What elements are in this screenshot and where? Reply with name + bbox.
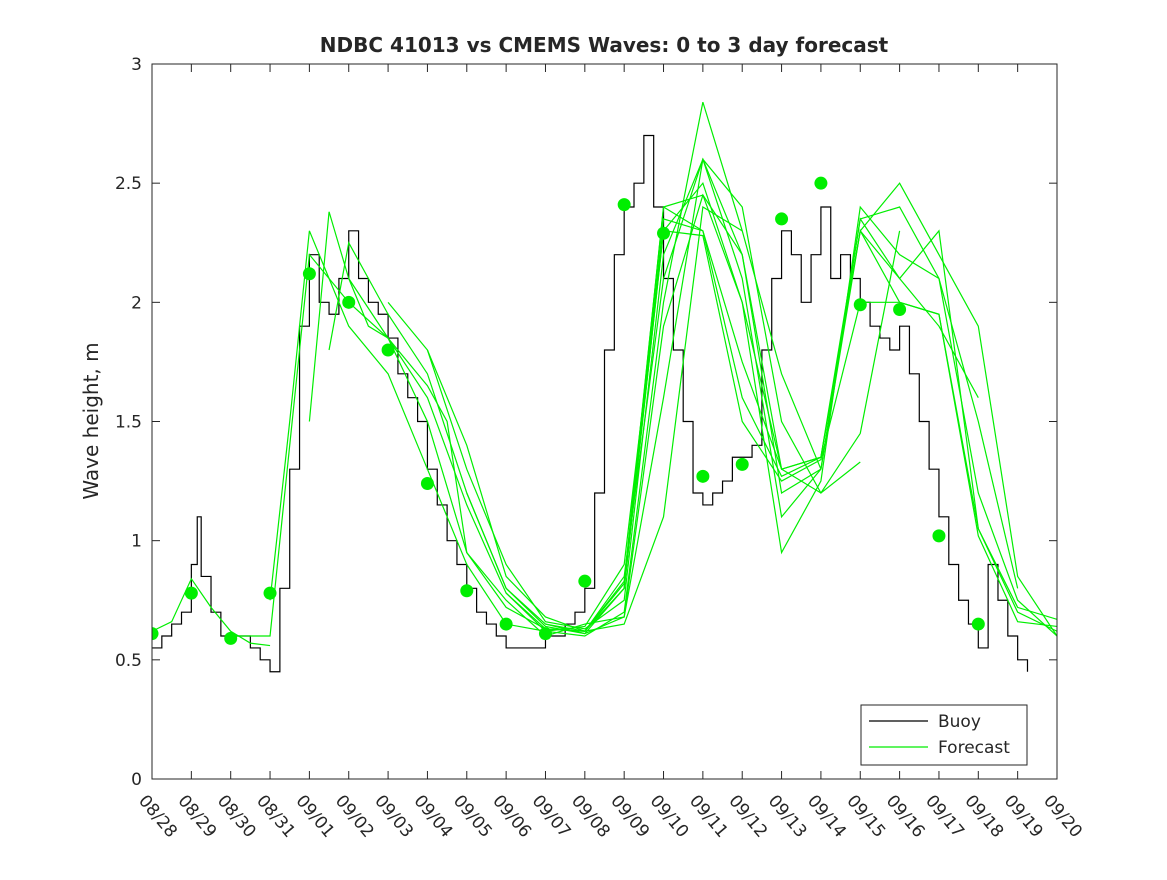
legend-buoy-label: Buoy	[938, 712, 981, 732]
y-tick-label: 2	[131, 293, 142, 313]
forecast-marker	[342, 295, 356, 309]
forecast-marker	[775, 212, 789, 226]
y-axis-label: Wave height, m	[79, 342, 103, 499]
forecast-marker	[893, 302, 907, 316]
y-tick-label: 0	[131, 770, 142, 790]
forecast-marker	[302, 267, 316, 281]
series-forecast-line-9	[466, 157, 1057, 637]
forecast-marker	[814, 176, 828, 190]
forecast-marker	[381, 343, 395, 357]
forecast-marker	[499, 617, 513, 631]
series-forecast-line-1	[152, 577, 271, 647]
forecast-marker	[184, 586, 198, 600]
forecast-marker	[696, 469, 710, 483]
forecast-marker	[420, 476, 434, 490]
y-tick-label: 2.5	[115, 174, 142, 194]
forecast-marker	[578, 574, 592, 588]
y-tick-label: 3	[131, 55, 142, 75]
series-forecast-line-8	[426, 181, 1019, 632]
y-tick-label: 1	[131, 532, 142, 552]
forecast-marker	[152, 627, 159, 641]
series-forecast-line-3	[269, 230, 665, 632]
forecast-marker	[224, 631, 238, 645]
forecast-marker	[617, 198, 631, 212]
series-forecast-line-2	[230, 206, 743, 637]
chart-title: NDBC 41013 vs CMEMS Waves: 0 to 3 day fo…	[320, 33, 889, 57]
series-group	[152, 101, 1057, 673]
legend: Buoy Forecast	[860, 704, 1028, 766]
forecast-marker	[735, 457, 749, 471]
forecast-marker	[538, 627, 552, 641]
y-tick-label: 1.5	[115, 413, 142, 433]
forecast-marker	[657, 226, 671, 240]
series-forecast-line-4	[308, 101, 822, 637]
y-tick-label: 0.5	[115, 651, 142, 671]
forecast-marker	[460, 584, 474, 598]
forecast-marker	[263, 586, 277, 600]
forecast-marker	[971, 617, 985, 631]
series-buoy-line	[152, 134, 1029, 673]
legend-box	[860, 704, 1028, 766]
forecast-marker	[853, 298, 867, 312]
series-forecast-line-13	[623, 230, 1057, 628]
legend-forecast-label: Forecast	[938, 738, 1010, 758]
forecast-marker	[932, 529, 946, 543]
